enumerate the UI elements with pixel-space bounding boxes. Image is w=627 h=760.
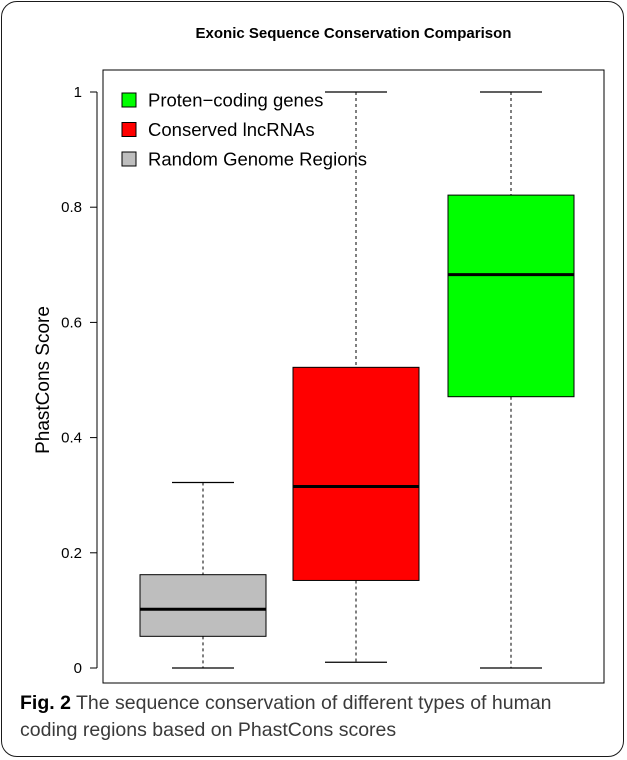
iqr-box (447, 194, 575, 398)
iqr-box (139, 574, 267, 637)
legend-label: Conserved lncRNAs (148, 119, 315, 140)
legend: Proten−coding genes Conserved lncRNAs Rand… (121, 90, 367, 170)
y-axis: 0 0.2 0.4 0.6 0.8 1 (61, 84, 98, 677)
figure-caption: Fig. 2 The sequence conservation of diff… (20, 690, 610, 744)
plot-area (102, 69, 605, 684)
box-0 (139, 481, 267, 669)
boxes (139, 91, 575, 669)
y-tick-label: 0.8 (61, 199, 82, 216)
y-tick-label: 0 (74, 660, 82, 677)
caption-text: The sequence conservation of different t… (20, 692, 552, 741)
chart-title: Exonic Sequence Conservation Comparison (196, 25, 512, 42)
iqr-box (292, 366, 420, 581)
y-tick-label: 0.6 (61, 314, 82, 331)
legend-label: Random Genome Regions (148, 149, 367, 170)
y-tick-label: 1 (74, 84, 82, 101)
y-tick-label: 0.2 (61, 545, 82, 562)
box-1 (292, 91, 420, 663)
y-axis-label: PhastCons Score (33, 306, 54, 454)
legend-swatch (121, 92, 137, 108)
legend-label: Proten−coding genes (148, 90, 323, 111)
legend-swatch (121, 122, 137, 137)
caption-label: Fig. 2 (20, 692, 71, 714)
box-2 (447, 91, 575, 669)
legend-swatch (121, 151, 137, 167)
box-plot: Exonic Sequence Conservation Comparison … (33, 25, 605, 684)
y-tick-label: 0.4 (61, 430, 82, 447)
